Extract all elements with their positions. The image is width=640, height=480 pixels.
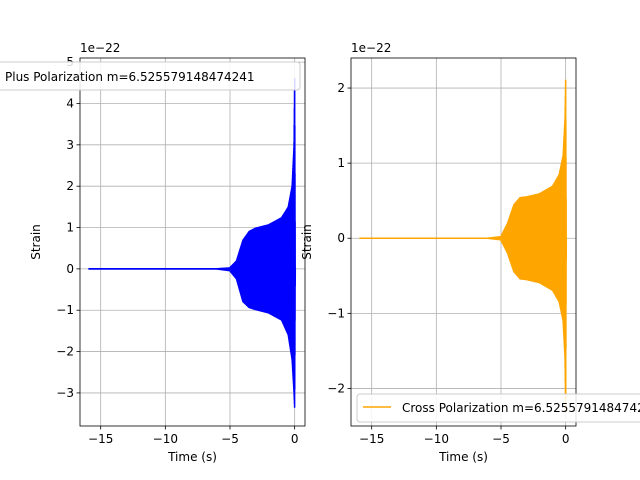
- x-tick-label: −15: [359, 432, 384, 446]
- legend: Cross Polarization m=6.525579148474241: [356, 393, 640, 423]
- y-tick-label: 4: [66, 96, 74, 110]
- series-line-2: [359, 79, 568, 413]
- legend-label: Plus Polarization m=6.525579148474241: [5, 70, 255, 84]
- y-tick-label: −3: [56, 386, 74, 400]
- x-tick-label: −15: [88, 432, 113, 446]
- y-axis-label: Strain: [29, 224, 43, 260]
- y-tick-label: −2: [56, 345, 74, 359]
- legend-box: [0, 61, 301, 91]
- y-tick-label: 2: [66, 179, 74, 193]
- legend-label: Cross Polarization m=6.525579148474241: [402, 401, 640, 415]
- x-tick-label: 0: [291, 432, 299, 446]
- series-line-1: [88, 78, 297, 408]
- y-offset-text: 1e−22: [351, 41, 391, 55]
- x-tick-label: −10: [153, 432, 178, 446]
- x-tick-label: 0: [562, 432, 570, 446]
- y-tick-label: 1: [66, 221, 74, 235]
- x-tick-label: −10: [424, 432, 449, 446]
- y-offset-text: 1e−22: [80, 41, 120, 55]
- y-tick-label: −1: [327, 306, 345, 320]
- y-tick-label: 0: [66, 262, 74, 276]
- axes-frame: [350, 57, 577, 427]
- y-tick-label: 2: [337, 81, 345, 95]
- y-tick-label: 3: [66, 138, 74, 152]
- legend: Plus Polarization m=6.525579148474241: [0, 61, 301, 91]
- x-axis-label: Time (s): [167, 450, 217, 464]
- axes-frame: [79, 57, 306, 427]
- y-tick-label: −2: [327, 381, 345, 395]
- y-tick-label: 0: [337, 231, 345, 245]
- y-tick-label: −1: [56, 303, 74, 317]
- legend-box: [356, 393, 640, 423]
- x-tick-label: −5: [492, 432, 510, 446]
- x-axis-label: Time (s): [438, 450, 488, 464]
- y-axis-label: Strain: [300, 224, 314, 260]
- x-tick-label: −5: [221, 432, 239, 446]
- y-tick-label: 1: [337, 156, 345, 170]
